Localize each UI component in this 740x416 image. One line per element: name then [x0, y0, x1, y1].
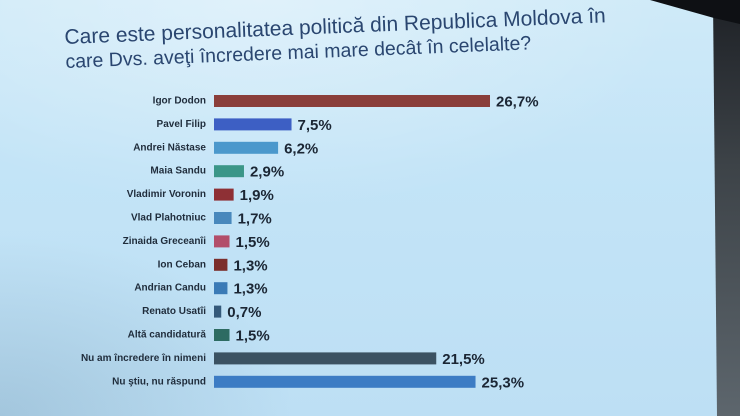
- category-label: Maia Sandu: [150, 166, 206, 177]
- bar: [214, 212, 232, 224]
- bar: [214, 118, 292, 131]
- category-labels: Igor Dodon Pavel Filip Andrei Năstase Maia …: [81, 96, 206, 388]
- data-label: 2,9%: [250, 164, 284, 181]
- bar: [214, 235, 230, 248]
- data-label: 1,5%: [236, 328, 270, 345]
- category-label: Vladimir Voronin: [127, 189, 206, 200]
- category-label: Pavel Filip: [157, 119, 206, 130]
- bar: [214, 375, 476, 388]
- category-label: Nu am încredere în nimeni: [81, 353, 206, 364]
- data-label: 25,3%: [482, 374, 525, 391]
- bar: [214, 329, 230, 341]
- data-labels: 26,7% 7,5% 6,2%2,9% 1,9% 1,7% 1,5% 1,3% 1,3% 0,7…: [227, 94, 538, 392]
- data-label: 7,5%: [298, 117, 332, 134]
- category-label: Igor Dodon: [153, 96, 206, 107]
- data-label: 6,2%: [284, 140, 318, 157]
- bar: [214, 282, 228, 295]
- bar: [214, 258, 228, 271]
- bar: [214, 141, 279, 154]
- category-label: Ion Ceban: [158, 259, 206, 270]
- data-label: 1,3%: [233, 257, 267, 274]
- category-label: Vlad Plahotniuc: [131, 213, 206, 224]
- wall-edge: [713, 0, 740, 416]
- data-label: 0,7%: [227, 304, 261, 321]
- data-label: 21,5%: [442, 351, 485, 368]
- category-label: Andrian Candu: [134, 283, 206, 294]
- data-label: 26,7%: [496, 94, 539, 111]
- data-label: 1,5%: [236, 234, 270, 251]
- data-label: 1,7%: [238, 211, 272, 228]
- category-label: Renato Usatîi: [142, 306, 206, 317]
- bars: [214, 95, 490, 388]
- category-label: Andrei Năstase: [133, 142, 206, 153]
- data-label: 1,9%: [240, 187, 274, 204]
- category-label: Altă candidatură: [128, 330, 207, 341]
- category-label: Nu ştiu, nu răspund: [112, 376, 206, 387]
- bar: [214, 165, 244, 178]
- bar: [214, 188, 234, 201]
- bar: [214, 305, 222, 318]
- category-label: Zinaida Greceanîi: [123, 236, 207, 247]
- bar: [214, 95, 490, 107]
- data-label: 1,3%: [233, 281, 267, 298]
- bar: [214, 352, 437, 365]
